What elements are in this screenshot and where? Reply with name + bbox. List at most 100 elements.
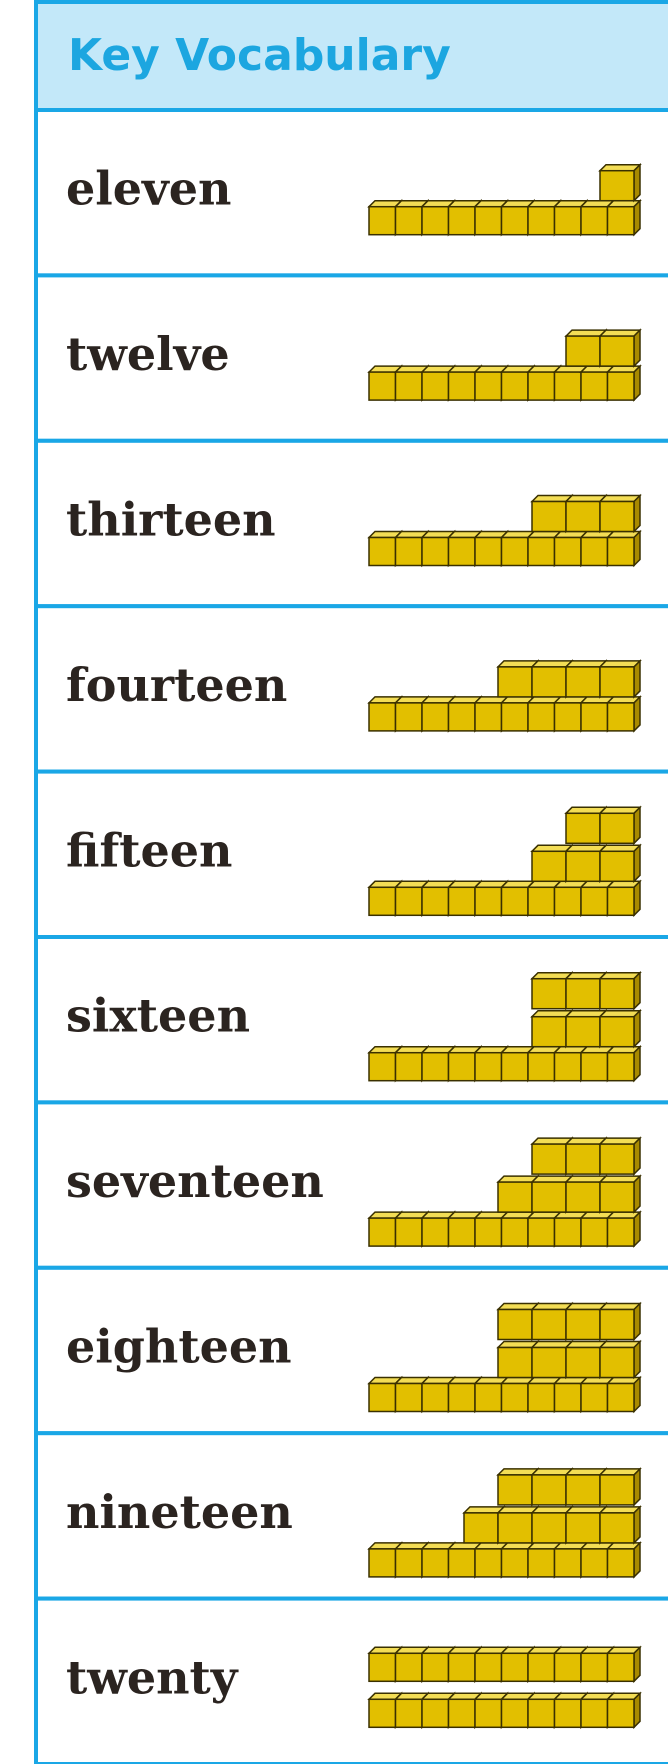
cube-front [599,977,635,1010]
vocab-row: seventeen [34,1100,668,1270]
vocab-row: eighteen [34,1265,668,1436]
cube-front [565,850,601,883]
cube-side [633,1339,641,1380]
cube-front [606,1217,635,1247]
cube-front [497,666,533,698]
cube-front [421,536,450,567]
cube-front [580,536,609,567]
cube-front [421,1652,450,1683]
cube-front [394,1382,423,1413]
cube-front [421,1382,450,1413]
cube-front [531,500,567,533]
cube-front [553,1698,582,1729]
cube-side [633,493,641,534]
cube-side [633,328,641,368]
vocab-row: twelve [34,273,668,443]
row-word: fourteen [66,658,287,712]
cube-front [606,371,635,401]
cube-front [565,1308,601,1341]
cube-front [447,1652,476,1683]
row-word: eleven [66,162,231,216]
cube-front [606,702,635,732]
cube-front [553,702,582,732]
cube-front [394,1548,423,1578]
row-word: fifteen [66,823,232,877]
cube-front [368,1217,397,1247]
cube-front [606,205,635,236]
cube-front [368,1051,397,1082]
cube-front [531,666,567,698]
cube-front [500,886,529,917]
cube-front [497,1512,533,1544]
cube-front [527,371,556,401]
row-box [34,108,668,278]
cube-front [599,850,635,883]
cube-front [500,536,529,567]
cube-front [527,1652,556,1683]
cube-front [421,371,450,401]
cube-front [474,371,503,401]
cube-side [633,1044,641,1083]
cube-front [500,1051,529,1082]
cube-front [394,205,423,236]
cube-side [633,659,641,699]
cube-side [633,805,641,846]
cube-front [606,1382,635,1413]
cube-front [368,1652,397,1683]
cube-front [565,1346,601,1379]
cube-front [531,1015,567,1048]
cube-front [500,371,529,401]
vocab-row: sixteen [34,935,668,1105]
cube-front [463,1512,499,1544]
cube-side [633,843,641,884]
cube-front [500,702,529,732]
cube-front [394,1051,423,1082]
cube-front [565,1143,601,1175]
cube-front [394,702,423,732]
cube-front [599,1512,635,1544]
cube-front [368,1382,397,1413]
cube-side [633,1210,641,1248]
cube-front [500,205,529,236]
cube-front [394,886,423,917]
cube-front [474,886,503,917]
vocab-row: twenty [34,1596,668,1764]
cube-front [565,666,601,698]
cube-front [421,1051,450,1082]
cube-front [497,1474,533,1506]
cube-front [599,1015,635,1048]
cube-front [474,1652,503,1683]
cube-side [633,879,641,918]
cube-front [447,702,476,732]
cube-front [527,536,556,567]
cube-front [474,702,503,732]
cube-front [565,1474,601,1506]
header-box [34,0,668,112]
cube-front [368,702,397,732]
cube-front [531,1512,567,1544]
cube-front [606,536,635,567]
vocab-row: eleven [34,108,668,278]
cube-front [553,1051,582,1082]
cube-front [447,205,476,236]
cube-front [531,1346,567,1379]
cube-front [580,1217,609,1247]
row-word: seventeen [66,1154,324,1208]
cube-front [474,1698,503,1729]
cube-front [500,1652,529,1683]
cube-front [531,1181,567,1213]
cube-front [553,1217,582,1247]
cube-front [421,1548,450,1578]
cube-side [633,1691,641,1730]
cube-front [447,1698,476,1729]
cube-side [633,695,641,733]
cube-front [580,371,609,401]
cube-front [500,1382,529,1413]
cube-side [633,1375,641,1414]
cube-front [553,205,582,236]
row-word: twenty [66,1650,239,1704]
cube-front [421,702,450,732]
cube-front [580,1051,609,1082]
cube-front [553,1652,582,1683]
cube-side [633,1174,641,1214]
